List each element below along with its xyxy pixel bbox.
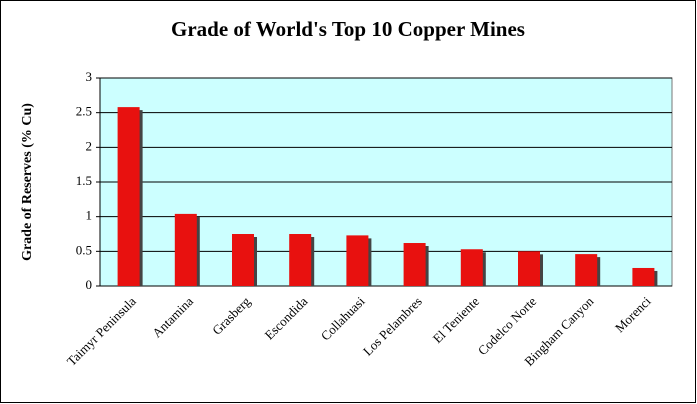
y-tick-label: 2.5 bbox=[76, 104, 92, 119]
bar bbox=[518, 251, 540, 286]
bar bbox=[174, 213, 197, 286]
y-tick-label: 1 bbox=[86, 208, 93, 223]
y-tick-label: 3 bbox=[86, 69, 93, 84]
bar bbox=[346, 235, 369, 286]
y-tick-label: 1.5 bbox=[76, 173, 92, 188]
chart-title: Grade of World's Top 10 Copper Mines bbox=[171, 17, 525, 41]
bar bbox=[460, 249, 483, 286]
bar bbox=[117, 107, 140, 287]
y-tick-label: 2 bbox=[86, 138, 93, 153]
bar bbox=[575, 254, 598, 286]
y-axis-label: Grade of Reserves (% Cu) bbox=[20, 103, 35, 261]
y-tick-label: 0 bbox=[86, 277, 93, 292]
bar bbox=[403, 243, 426, 286]
bar bbox=[289, 234, 312, 286]
bar bbox=[632, 267, 655, 286]
bar bbox=[232, 234, 254, 286]
y-tick-label: 0.5 bbox=[76, 242, 92, 257]
